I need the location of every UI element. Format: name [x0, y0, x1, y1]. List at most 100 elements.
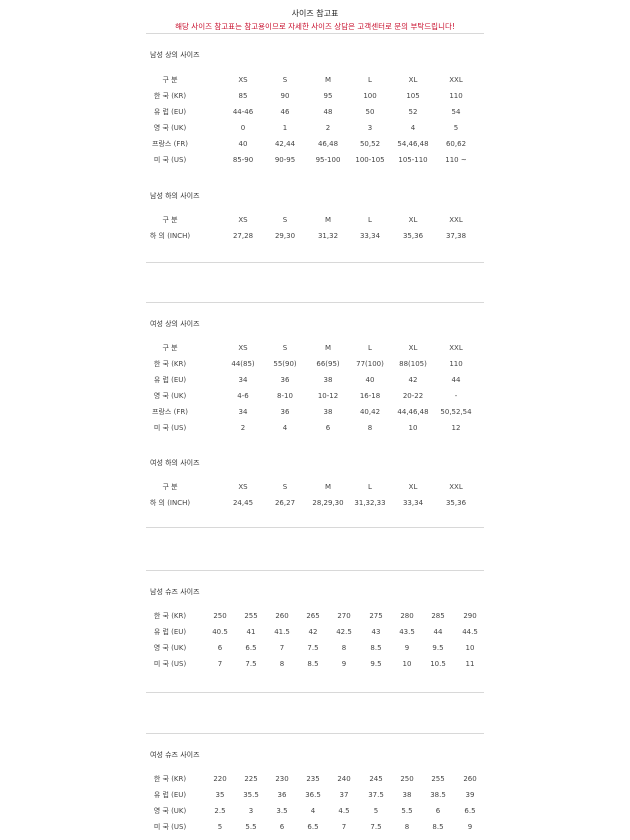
divider [146, 33, 484, 34]
column-header: XS [238, 76, 248, 84]
table-cell: 44(85) [231, 360, 255, 368]
table-cell: 8 [367, 424, 373, 432]
row-label: 구 분 [162, 216, 178, 224]
table-cell: 11 [465, 660, 475, 668]
table-cell: 38 [323, 408, 333, 416]
section-title: 남성 상의 사이즈 [150, 51, 200, 59]
table-cell: 6 [435, 807, 441, 815]
table-cell: 7.5 [370, 823, 382, 831]
table-cell: 33,34 [402, 499, 424, 507]
table-cell: 41 [246, 628, 256, 636]
column-header: XL [408, 483, 418, 491]
table-cell: 40 [365, 376, 375, 384]
section-title: 여성 상의 사이즈 [150, 320, 200, 328]
table-cell: 37 [339, 791, 349, 799]
table-cell: 29,30 [274, 232, 296, 240]
divider [146, 733, 484, 734]
column-header: XL [408, 344, 418, 352]
notice-text: 해당 사이즈 참고표는 참고용이므로 자세한 사이즈 상담은 고객센터로 문의 … [175, 22, 455, 31]
table-cell: 34 [238, 376, 248, 384]
table-cell: 5.5 [245, 823, 257, 831]
table-cell: 8-10 [277, 392, 293, 400]
table-cell: 110 [449, 360, 463, 368]
table-cell: 54 [451, 108, 461, 116]
table-cell: 38.5 [430, 791, 446, 799]
table-cell: 9.5 [432, 644, 444, 652]
row-label: 한 국 (KR) [153, 360, 187, 368]
table-cell: 265 [306, 612, 320, 620]
table-cell: 50 [365, 108, 375, 116]
row-label: 영 국 (UK) [153, 124, 187, 132]
table-cell: 5 [217, 823, 223, 831]
table-cell: 5 [373, 807, 379, 815]
table-cell: 6.5 [245, 644, 257, 652]
row-label: 영 국 (UK) [153, 392, 187, 400]
column-header: XL [408, 76, 418, 84]
table-cell: 9 [467, 823, 473, 831]
column-header: L [368, 483, 372, 491]
table-cell: 2 [325, 124, 331, 132]
table-cell: 44.5 [462, 628, 478, 636]
divider [146, 570, 484, 571]
row-label: 하 의 (INCH) [149, 499, 191, 507]
table-cell: 6 [279, 823, 285, 831]
row-label: 한 국 (KR) [153, 612, 187, 620]
table-cell: 260 [275, 612, 289, 620]
table-cell: 4.5 [338, 807, 350, 815]
divider [146, 302, 484, 303]
table-cell: 1 [282, 124, 288, 132]
table-cell: 36 [280, 408, 290, 416]
table-cell: 38 [402, 791, 412, 799]
table-cell: 33,34 [359, 232, 381, 240]
column-header: L [368, 216, 372, 224]
column-header: M [324, 483, 332, 491]
table-cell: 9 [404, 644, 410, 652]
table-cell: 90 [280, 92, 290, 100]
table-cell: 54,46,48 [397, 140, 429, 148]
row-label: 미 국 (US) [153, 156, 187, 164]
table-cell: 10 [402, 660, 412, 668]
row-label: 유 럽 (EU) [153, 376, 187, 384]
column-header: XXL [449, 76, 463, 84]
table-cell: 240 [337, 775, 351, 783]
table-cell: 2 [240, 424, 246, 432]
table-cell: 280 [400, 612, 414, 620]
column-header: XXL [449, 216, 463, 224]
table-cell: 290 [463, 612, 477, 620]
table-cell: 52 [408, 108, 418, 116]
table-cell: 40.5 [212, 628, 228, 636]
table-cell: 60,62 [445, 140, 467, 148]
table-cell: 40,42 [359, 408, 381, 416]
column-header: S [282, 483, 288, 491]
table-cell: 88(105) [399, 360, 427, 368]
table-cell: 110 ~ [445, 156, 467, 164]
row-label: 프랑스 (FR) [152, 140, 188, 148]
table-cell: 46,48 [317, 140, 339, 148]
table-cell: 85 [238, 92, 248, 100]
column-header: M [324, 344, 332, 352]
table-cell: 110 [449, 92, 463, 100]
divider [146, 527, 484, 528]
table-cell: 42.5 [336, 628, 352, 636]
table-cell: 44 [451, 376, 461, 384]
row-label: 구 분 [162, 344, 178, 352]
section-title: 여성 하의 사이즈 [150, 459, 200, 467]
table-cell: 5.5 [401, 807, 413, 815]
table-cell: 37,38 [445, 232, 467, 240]
table-cell: 235 [306, 775, 320, 783]
table-cell: 42 [408, 376, 418, 384]
row-label: 하 의 (INCH) [149, 232, 191, 240]
column-header: XS [238, 216, 248, 224]
column-header: M [324, 216, 332, 224]
table-cell: 220 [213, 775, 227, 783]
table-cell: 7.5 [307, 644, 319, 652]
column-header: XL [408, 216, 418, 224]
page-title: 사이즈 참고표 [291, 9, 339, 18]
table-cell: 8.5 [432, 823, 444, 831]
row-label: 미 국 (US) [153, 823, 187, 831]
column-header: XS [238, 344, 248, 352]
row-label: 미 국 (US) [153, 660, 187, 668]
table-cell: 100 [363, 92, 377, 100]
column-header: M [324, 76, 332, 84]
table-cell: 31,32,33 [354, 499, 386, 507]
